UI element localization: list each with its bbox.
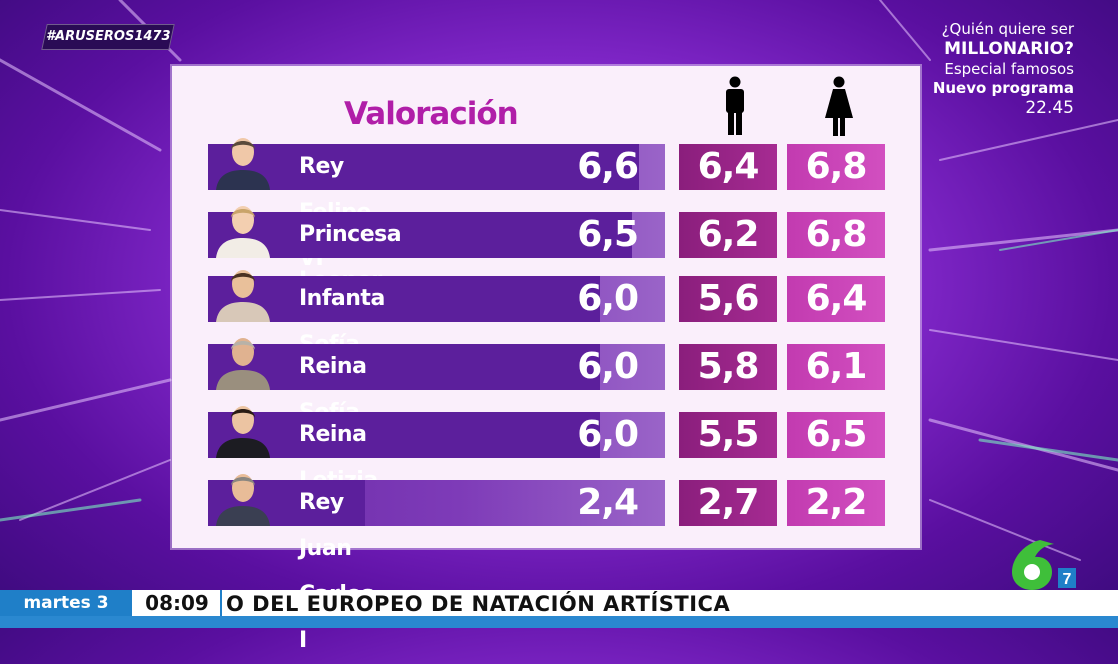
person-photo <box>216 338 270 390</box>
male-icon <box>726 76 744 135</box>
promo-line-1: ¿Quién quiere ser <box>941 20 1074 38</box>
female-score: 2,2 <box>787 480 885 526</box>
male-score: 5,5 <box>679 412 777 458</box>
overall-score: 6,0 <box>577 414 639 455</box>
score-fill <box>208 144 639 190</box>
name-bar <box>208 480 665 526</box>
rating-panel: Valoración Rey Felipe VI 6,6 6,4 6,8 <box>172 66 920 653</box>
female-score: 6,4 <box>787 276 885 322</box>
promo-line-2: MILLONARIO? <box>944 38 1074 59</box>
name-bar <box>208 276 665 322</box>
ticker-day: martes 3 <box>0 590 132 616</box>
person-photo <box>216 206 270 258</box>
hashtag-badge: #ARUSEROS1473 <box>41 24 175 50</box>
score-fill <box>208 344 600 390</box>
person-photo <box>216 474 270 526</box>
score-fill <box>208 212 633 258</box>
person-name: Rey Juan Carlos I <box>299 490 374 653</box>
ticker-stripe <box>0 616 1118 628</box>
hashtag-text: #ARUSEROS1473 <box>45 29 171 44</box>
ticker-headline: O DEL EUROPEO DE NATACIÓN ARTÍSTICA <box>226 592 731 616</box>
male-score: 6,4 <box>679 144 777 190</box>
promo-line-5: 22.45 <box>1025 97 1074 118</box>
male-score: 2,7 <box>679 480 777 526</box>
person-photo <box>216 406 270 458</box>
female-score: 6,1 <box>787 344 885 390</box>
program-promo: ¿Quién quiere ser MILLONARIO? Especial f… <box>933 20 1074 119</box>
female-score: 6,8 <box>787 212 885 258</box>
news-ticker: martes 3 08:09 O DEL EUROPEO DE NATACIÓN… <box>0 590 1118 628</box>
name-bar <box>208 212 665 258</box>
male-score: 5,6 <box>679 276 777 322</box>
person-photo <box>216 138 270 190</box>
panel-title: Valoración <box>344 96 519 132</box>
overall-score: 6,5 <box>577 214 639 255</box>
person-photo <box>216 270 270 322</box>
male-score: 6,2 <box>679 212 777 258</box>
ticker-time: 08:09 <box>134 590 222 616</box>
lasexta-logo: 7 <box>1012 540 1076 590</box>
female-score: 6,8 <box>787 144 885 190</box>
channel-badge: 7 <box>1063 571 1072 588</box>
name-bar <box>208 144 665 190</box>
score-fill <box>208 276 600 322</box>
promo-line-4: Nuevo programa <box>932 78 1074 97</box>
female-icon <box>825 76 853 136</box>
promo-line-3: Especial famosos <box>944 60 1074 78</box>
score-fill <box>208 412 600 458</box>
name-bar <box>208 344 665 390</box>
overall-score: 6,0 <box>577 278 639 319</box>
overall-score: 6,6 <box>577 146 639 187</box>
overall-score: 2,4 <box>577 482 639 523</box>
male-score: 5,8 <box>679 344 777 390</box>
name-bar <box>208 412 665 458</box>
overall-score: 6,0 <box>577 346 639 387</box>
female-score: 6,5 <box>787 412 885 458</box>
